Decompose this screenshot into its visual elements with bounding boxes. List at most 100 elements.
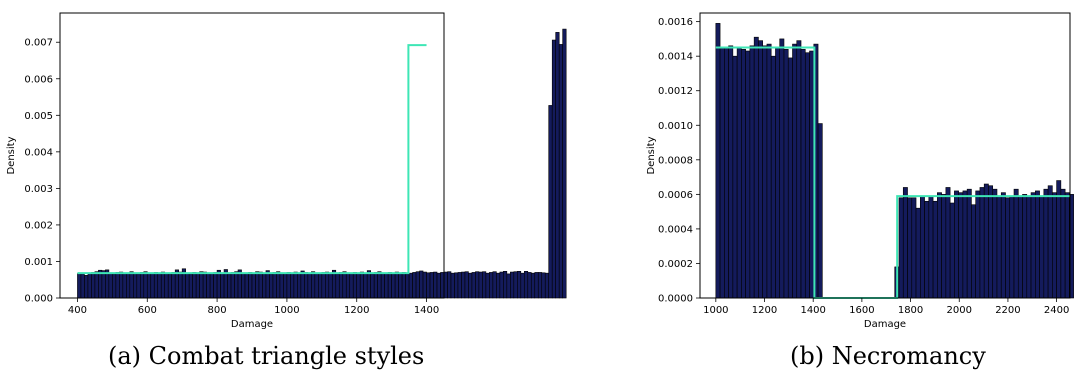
caption-b: (b) Necromancy [790,342,986,370]
histogram-bar [975,190,981,299]
histogram-bar [958,192,964,299]
histogram-bar [919,195,925,299]
x-tick-label: 2400 [1044,305,1069,316]
histogram-bar [898,197,904,299]
y-tick-label: 0.0004 [658,224,693,235]
histogram-bar [762,45,768,299]
histogram-bar [1005,197,1011,299]
histogram-bar [1056,180,1062,299]
histogram-bar [902,187,908,299]
y-tick-label: 0.0014 [658,52,693,63]
histogram-bar [770,55,776,299]
histogram-bar [937,192,942,299]
histogram-bar [736,47,742,299]
histogram-bar [787,57,793,299]
histogram-bar [1026,195,1032,299]
x-tick-label: 600 [138,305,157,316]
y-tick-label: 0.0010 [658,121,693,132]
histogram-bar [796,40,802,299]
y-tick-label: 0.006 [24,74,53,85]
histogram-bar [804,52,810,299]
histogram-necromancy: 1000 1200 1400 1600 1800 2000 2200 2400 0.00000… [646,12,1074,330]
histogram-bar [992,188,998,299]
histogram-bar [1060,188,1066,299]
histogram-bar [1039,195,1045,299]
y-tick-label: 0.001 [24,257,53,268]
histogram-bar [728,45,734,299]
histogram-bar [907,197,913,299]
histogram-bar [1009,195,1015,299]
x-tick-label: 1200 [344,305,369,316]
x-tick-label: 1000 [703,305,728,316]
histogram-bar [719,47,725,299]
x-tick-label: 2000 [947,305,972,316]
fit-line [77,44,427,275]
histogram-bar [996,195,1002,299]
histogram-bar [800,48,806,299]
x-tick-label: 800 [208,305,227,316]
x-ticks: 1000 1200 1400 1600 1800 2000 2200 2400 [703,298,1069,316]
histogram-bar [745,50,751,299]
histogram-bar [971,204,976,299]
histogram-combat-triangle: 400 600 800 1000 1200 1400 0.0000.0010.0020.0… [6,12,567,330]
bars-group [715,23,1074,299]
y-tick-label: 0.002 [24,220,53,231]
histogram-bar [941,194,947,299]
x-tick-label: 1800 [898,305,923,316]
histogram-bar [962,190,968,299]
histogram-bar [783,48,789,299]
histogram-bar [817,123,823,299]
histogram-bar [1047,185,1053,299]
histogram-bar [983,183,989,299]
histogram-bar [1017,195,1023,299]
x-tick-label: 1200 [752,305,777,316]
histogram-bar [928,195,934,299]
y-axis-label: Density [646,136,657,174]
histogram-bar [1030,192,1036,299]
histogram-bar [1000,192,1006,299]
y-tick-label: 0.0000 [658,294,693,305]
x-axis-label: Damage [231,319,273,330]
histogram-bar [741,48,746,299]
y-axis-label: Density [6,136,17,174]
plot-frame [699,12,1071,299]
histogram-bar [1022,194,1028,299]
histogram-bar [562,28,567,299]
y-ticks: 0.000 0.001 0.002 0.003 0.004 0.005 0.006 0.007 [24,38,60,305]
y-tick-label: 0.0008 [658,155,693,166]
histogram-bar [775,47,781,299]
histogram-bar [809,50,815,299]
y-tick-label: 0.003 [24,184,53,195]
y-tick-label: 0.004 [24,147,53,158]
histogram-bar [766,43,772,299]
histogram-bar [949,202,955,299]
y-tick-label: 0.0012 [658,86,693,97]
histogram-bar [979,187,985,299]
y-tick-label: 0.005 [24,111,53,122]
histogram-bar [1069,194,1074,299]
histogram-bar [1013,188,1019,299]
histogram-bar [724,47,729,299]
histogram-bar [1052,192,1057,299]
histogram-bar [715,23,721,299]
x-tick-label: 1400 [414,305,439,316]
histogram-bar [924,200,930,299]
y-ticks: 0.0000 0.0002 0.0004 0.0006 0.0008 0.0010 0.00… [658,17,700,305]
histogram-bar [749,45,755,299]
histogram-bar [758,40,763,299]
x-tick-label: 2200 [995,305,1020,316]
x-tick-label: 1600 [849,305,874,316]
x-axis-label: Damage [864,319,906,330]
histogram-bar [932,200,938,299]
histogram-bar [915,207,921,299]
histogram-bar [1064,192,1070,299]
histogram-bar [988,185,994,299]
caption-a: (a) Combat triangle styles [108,342,425,370]
y-tick-label: 0.007 [24,38,53,49]
x-tick-label: 400 [68,305,87,316]
histogram-bar [732,55,738,299]
y-tick-label: 0.000 [24,294,53,305]
histogram-bar [945,187,951,299]
x-tick-label: 1000 [274,305,299,316]
histogram-bar [753,36,759,299]
